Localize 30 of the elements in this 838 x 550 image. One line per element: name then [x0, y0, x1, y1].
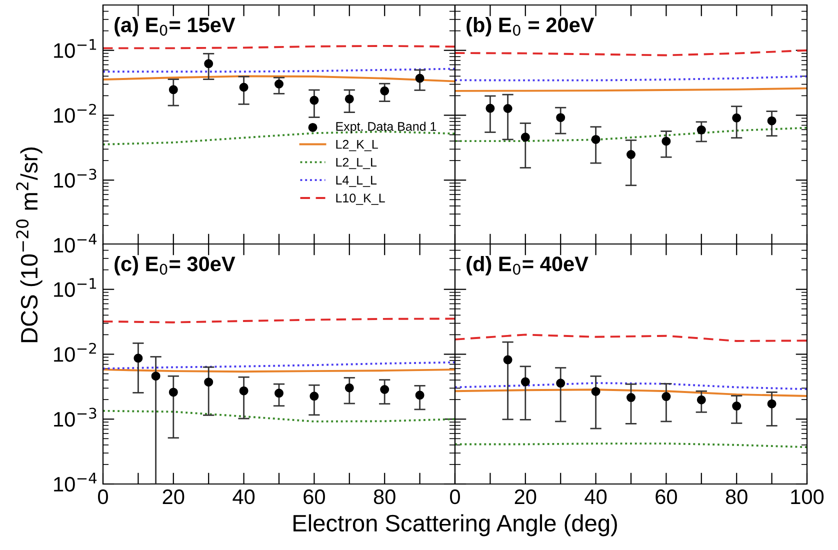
text: (d) E$_{0}$= 40eV — [466, 256, 588, 276]
x-tick-label: 0 — [450, 489, 460, 504]
x-tick-label: 100 — [791, 489, 824, 504]
y-tick-label: 10$^{−4}$ — [54, 234, 97, 253]
legend-label: Expt. Data Band 1 — [336, 122, 436, 134]
text: (c) E$_{0}$= 30eV — [114, 256, 236, 276]
x-tick-label: 40 — [584, 489, 607, 504]
x-tick-label: 0 — [98, 489, 108, 504]
y-tick-label: 10$^{−2}$ — [54, 342, 96, 362]
x-tick-label: 40 — [232, 489, 255, 504]
text: (b) E$_{0}$ = 20eV — [466, 17, 594, 36]
y-tick-label: 10$^{−1}$ — [54, 39, 96, 58]
y-axis-title: DCS (10$^{−20}$ m$^{2}$/sr) — [16, 148, 42, 342]
x-tick-label: 60 — [304, 489, 325, 504]
legend-label: L4_L_L — [336, 176, 377, 187]
legend-label: L2_K_L — [336, 140, 378, 152]
x-tick-label: 20 — [162, 489, 184, 504]
y-tick-label: 10$^{−2}$ — [54, 104, 96, 123]
legend-label: L2_L_L — [336, 158, 377, 170]
x-tick-label: 80 — [726, 489, 748, 504]
y-tick-label: 10$^{−1}$ — [54, 278, 96, 297]
y-tick-label: 10$^{−3}$ — [54, 168, 96, 188]
x-tick-label: 80 — [374, 489, 396, 504]
text: (a) E$_{0}$= 15eV — [114, 17, 236, 36]
legend-label: L10_K_L — [336, 194, 385, 205]
x-tick-label: 60 — [656, 489, 677, 504]
x-tick-label: 20 — [514, 489, 536, 504]
x-axis-title: Electron Scattering Angle (deg) — [294, 514, 617, 536]
y-tick-label: 10$^{−4}$ — [54, 472, 97, 492]
y-tick-label: 10$^{−3}$ — [54, 408, 96, 427]
